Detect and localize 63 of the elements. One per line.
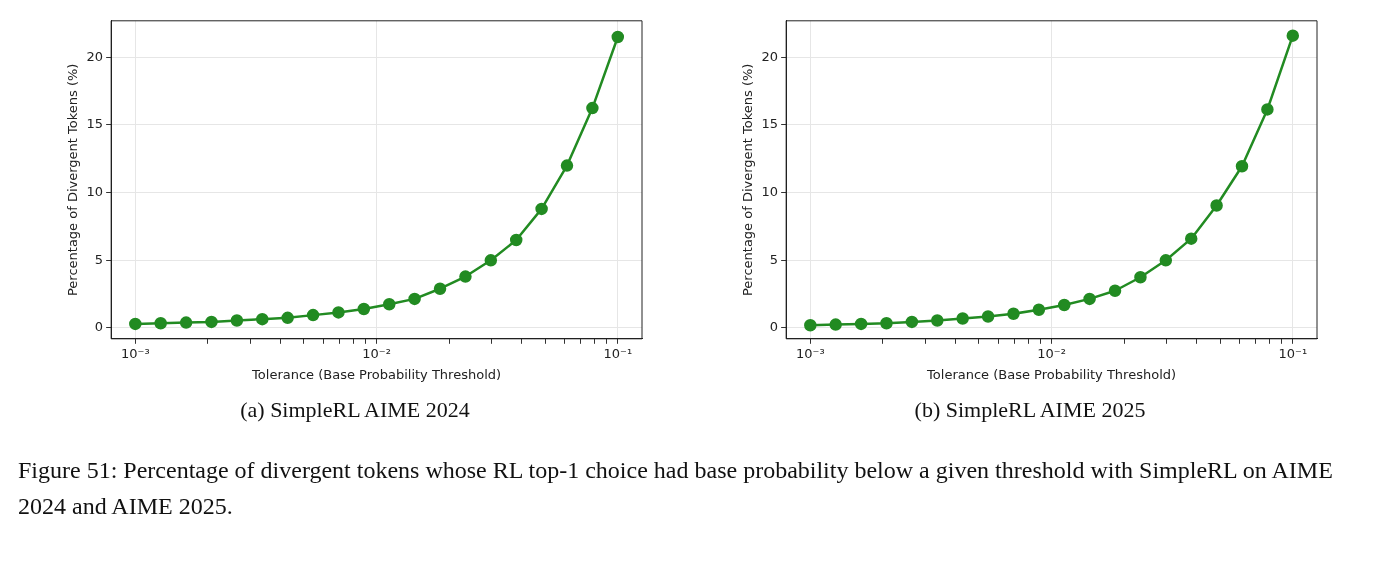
y-tick-label: 20 — [761, 48, 779, 64]
point — [179, 316, 193, 329]
point — [205, 315, 218, 329]
text: (a) SimpleRL AIME 2024 — [239, 397, 471, 423]
point — [560, 159, 574, 172]
point — [256, 312, 269, 326]
point — [981, 310, 995, 323]
point — [1235, 160, 1249, 173]
point — [281, 311, 294, 325]
point — [905, 315, 919, 329]
point — [1210, 199, 1223, 212]
y-tick-label: 15 — [86, 116, 104, 132]
point — [1032, 303, 1046, 316]
y-tick-label: 0 — [94, 319, 104, 335]
x-tick-label: 10⁻¹ — [1278, 345, 1308, 361]
y-axis-title: Percentage of Divergent Tokens (%) — [740, 63, 756, 297]
point — [509, 233, 523, 247]
point — [230, 314, 244, 327]
x-axis-title: Tolerance (Base Probability Threshold) — [926, 366, 1177, 382]
point — [154, 316, 167, 330]
point — [1159, 254, 1173, 267]
point — [1108, 284, 1122, 298]
point — [804, 319, 817, 332]
point — [880, 316, 893, 330]
text: (b) SimpleRL AIME 2025 — [913, 397, 1147, 423]
y-tick-label: 0 — [769, 319, 779, 335]
point — [1286, 29, 1300, 42]
point — [1007, 307, 1020, 321]
x-tick-label: 10⁻² — [1037, 345, 1066, 361]
x-tick-label: 10⁻³ — [121, 345, 150, 361]
point — [1058, 298, 1071, 312]
x-tick-label: 10⁻² — [362, 345, 391, 361]
point — [1083, 292, 1096, 306]
point — [1134, 270, 1147, 284]
y-tick-label: 15 — [761, 116, 779, 132]
caption: Figure 51: Percentage of divergent tokens whose RL top-1 choice had base probability below a given threshold with SimpleRL on AIME 2024 and AIME 2025. — [18, 456, 1334, 521]
x-tick-label: 10⁻¹ — [603, 345, 633, 361]
point — [433, 282, 447, 295]
point — [535, 202, 548, 216]
point — [956, 312, 969, 325]
point — [484, 254, 498, 267]
point — [586, 101, 599, 115]
point — [611, 30, 625, 44]
y-tick-label: 5 — [769, 251, 779, 267]
point — [854, 317, 868, 331]
point — [383, 298, 396, 311]
y-tick-label: 5 — [94, 251, 104, 267]
x-axis-title: Tolerance (Base Probability Threshold) — [251, 366, 502, 382]
y-tick-label: 10 — [761, 184, 779, 200]
point — [306, 308, 320, 322]
point — [931, 314, 944, 327]
point — [129, 317, 142, 331]
point — [1261, 103, 1274, 116]
y-tick-label: 10 — [86, 184, 104, 200]
y-tick-label: 20 — [86, 48, 104, 64]
y-axis-title: Percentage of Divergent Tokens (%) — [65, 63, 81, 297]
point — [357, 302, 371, 316]
point — [459, 270, 472, 283]
x-tick-label: 10⁻³ — [796, 345, 825, 361]
point — [332, 306, 345, 319]
point — [829, 318, 842, 331]
point — [1184, 232, 1198, 245]
point — [408, 292, 421, 306]
